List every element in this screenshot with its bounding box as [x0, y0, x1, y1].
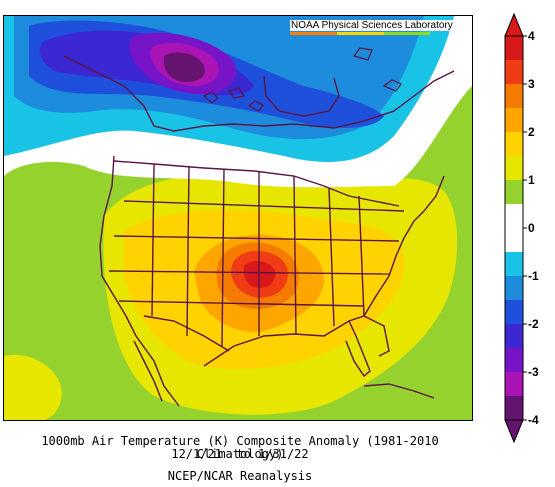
colorbar-tick-label: -2 — [528, 317, 539, 331]
credit-bar-seg-1 — [290, 32, 337, 35]
states-grid-h3 — [108, 270, 390, 275]
states-grid-v2 — [186, 165, 190, 337]
coastline-east — [363, 175, 445, 317]
coastline-baja — [133, 340, 163, 402]
colorbar-segment — [505, 84, 523, 108]
colorbar-tick-label: -1 — [528, 269, 539, 283]
island-5 — [352, 47, 373, 61]
coastline-cuba — [363, 383, 435, 399]
arctic-islands — [202, 47, 402, 112]
anomaly-contour-pacific-warm — [4, 354, 62, 420]
colorbar-tick-label: -4 — [528, 413, 539, 427]
colorbar — [504, 12, 527, 444]
colorbar-segment — [505, 108, 523, 132]
colorbar-segment — [505, 156, 523, 180]
colorbar-tick-label: 2 — [528, 125, 535, 139]
date-range: 12/1/21 to 1/31/22 — [171, 447, 309, 461]
anomaly-contour-cool-7 — [163, 52, 205, 82]
states-grid-v3 — [221, 168, 225, 347]
island-1 — [202, 91, 219, 104]
anomaly-map-canvas — [4, 16, 472, 420]
colorbar-tick-label: 0 — [528, 221, 535, 235]
colorbar-segment — [505, 324, 523, 348]
states-grid-h1 — [123, 200, 405, 212]
colorbar-segment — [505, 132, 523, 156]
island-4 — [382, 79, 402, 92]
colorbar-segment — [505, 60, 523, 84]
colorbar-tick-label: -3 — [528, 365, 539, 379]
coastline-florida — [345, 320, 371, 378]
credit-bar-seg-3 — [384, 32, 430, 35]
coastline-west — [99, 155, 180, 407]
island-3 — [247, 100, 264, 112]
states-grid-h4 — [118, 300, 365, 307]
colorbar-cap-bottom — [504, 419, 524, 444]
map-outlines — [63, 55, 455, 407]
colorbar-cap-top — [504, 12, 524, 37]
coastline-arctic — [63, 55, 455, 132]
states-grid-h2 — [113, 235, 400, 242]
credit-label: NOAA Physical Sciences Laboratory — [290, 20, 454, 31]
colorbar-tick-label: 4 — [528, 29, 535, 43]
states-grid-v6 — [328, 187, 335, 327]
anomaly-map — [3, 15, 473, 421]
colorbar-segment — [505, 36, 523, 60]
coastline-hudson — [263, 75, 340, 117]
credit-bar-seg-2 — [337, 32, 384, 35]
colorbar-tick-label: 1 — [528, 173, 535, 187]
colorbar-segment — [505, 300, 523, 324]
map-title: 1000mb Air Temperature (K) Composite Ano… — [41, 434, 439, 461]
colorbar-segment — [505, 276, 523, 300]
colorbar-segment — [505, 180, 523, 204]
dataset-label: NCEP/NCAR Reanalysis — [167, 469, 313, 483]
states-grid-v7 — [358, 195, 365, 317]
colorbar-segment — [505, 372, 523, 396]
colorbar-segment — [505, 396, 523, 420]
states-grid-v1 — [151, 163, 155, 317]
border-us-mexico — [143, 315, 230, 352]
colorbar-segment — [505, 252, 523, 276]
states-grid-v5 — [293, 175, 297, 335]
island-2 — [228, 87, 245, 99]
coastline-gulf — [203, 315, 390, 367]
colorbar-segment — [505, 204, 523, 252]
credit-color-bar — [290, 32, 430, 35]
colorbar-tick-label: 3 — [528, 77, 535, 91]
colorbar-segment — [505, 348, 523, 372]
